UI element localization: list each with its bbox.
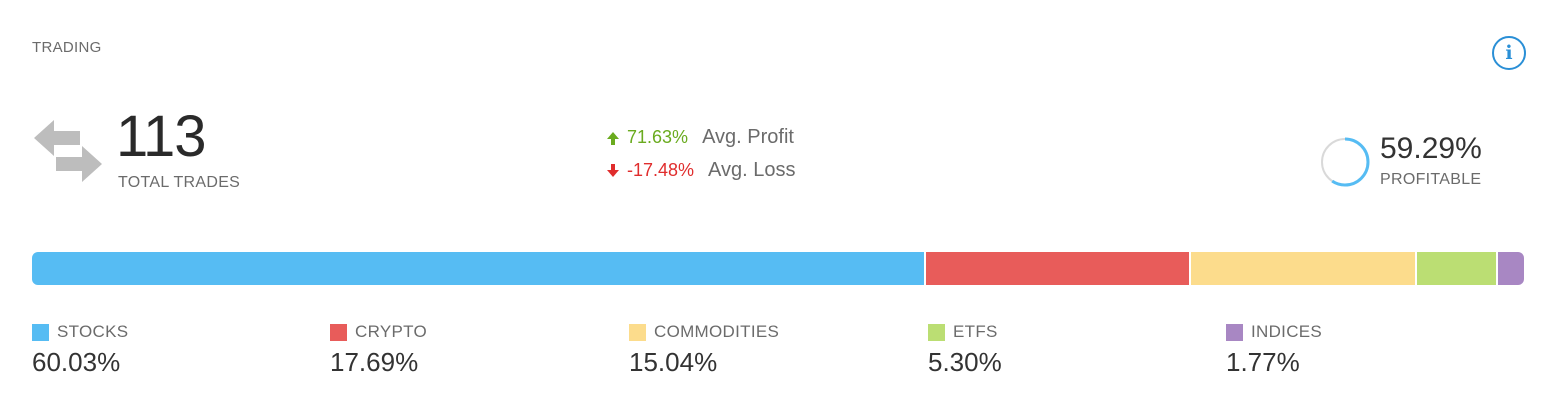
avg-loss-label: Avg. Loss	[708, 159, 796, 181]
profitable-ring-arc	[1320, 137, 1370, 187]
total-trades-value: 113	[116, 104, 206, 169]
legend-swatch	[330, 323, 347, 341]
legend-swatch	[32, 323, 49, 341]
legend-swatch	[928, 323, 945, 341]
legend-value: 17.69%	[330, 347, 419, 377]
legend-swatch	[629, 323, 646, 341]
allocation-segment-indices	[1495, 252, 1524, 285]
legend-item-etfs: ETFS 5.30%	[928, 322, 1002, 377]
legend-label: INDICES	[1251, 322, 1323, 341]
section-title: TRADING	[32, 39, 102, 56]
allocation-segment-crypto	[924, 252, 1190, 285]
avg-profit-value: 71.63%	[627, 127, 689, 147]
avg-loss-row: -17.48% Avg. Loss	[606, 159, 796, 182]
arrow-down-icon	[607, 163, 619, 177]
legend-value: 15.04%	[629, 347, 718, 377]
profitable-ring	[1320, 137, 1370, 187]
legend-swatch	[1226, 323, 1243, 341]
legend-item-crypto: CRYPTO 17.69%	[330, 322, 427, 377]
legend-value: 1.77%	[1226, 347, 1300, 377]
profitable-label: PROFITABLE	[1380, 171, 1482, 188]
legend-label: ETFS	[953, 322, 998, 341]
allocation-bar	[32, 252, 1524, 285]
swap-arrows-icon	[34, 120, 102, 182]
legend-item-indices: INDICES 1.77%	[1226, 322, 1322, 377]
info-button[interactable]: i	[1492, 36, 1526, 70]
avg-profit-row: 71.63% Avg. Profit	[606, 126, 794, 149]
legend-value: 60.03%	[32, 347, 121, 377]
allocation-segment-etfs	[1414, 252, 1496, 285]
total-trades-label: TOTAL TRADES	[118, 174, 241, 191]
allocation-segment-commodities	[1189, 252, 1415, 285]
arrow-up-icon	[607, 131, 619, 145]
info-circle-icon: i	[1505, 41, 1513, 64]
profitable-value: 59.29%	[1380, 132, 1482, 165]
avg-profit-label: Avg. Profit	[702, 126, 794, 148]
avg-loss-value: -17.48%	[627, 160, 695, 180]
legend-item-stocks: STOCKS 60.03%	[32, 322, 128, 377]
allocation-segment-stocks	[32, 252, 925, 285]
legend-item-commodities: COMMODITIES 15.04%	[629, 322, 779, 377]
legend-value: 5.30%	[928, 347, 1002, 377]
legend-label: COMMODITIES	[654, 322, 780, 341]
legend-label: CRYPTO	[355, 322, 428, 341]
legend-label: STOCKS	[57, 322, 129, 341]
